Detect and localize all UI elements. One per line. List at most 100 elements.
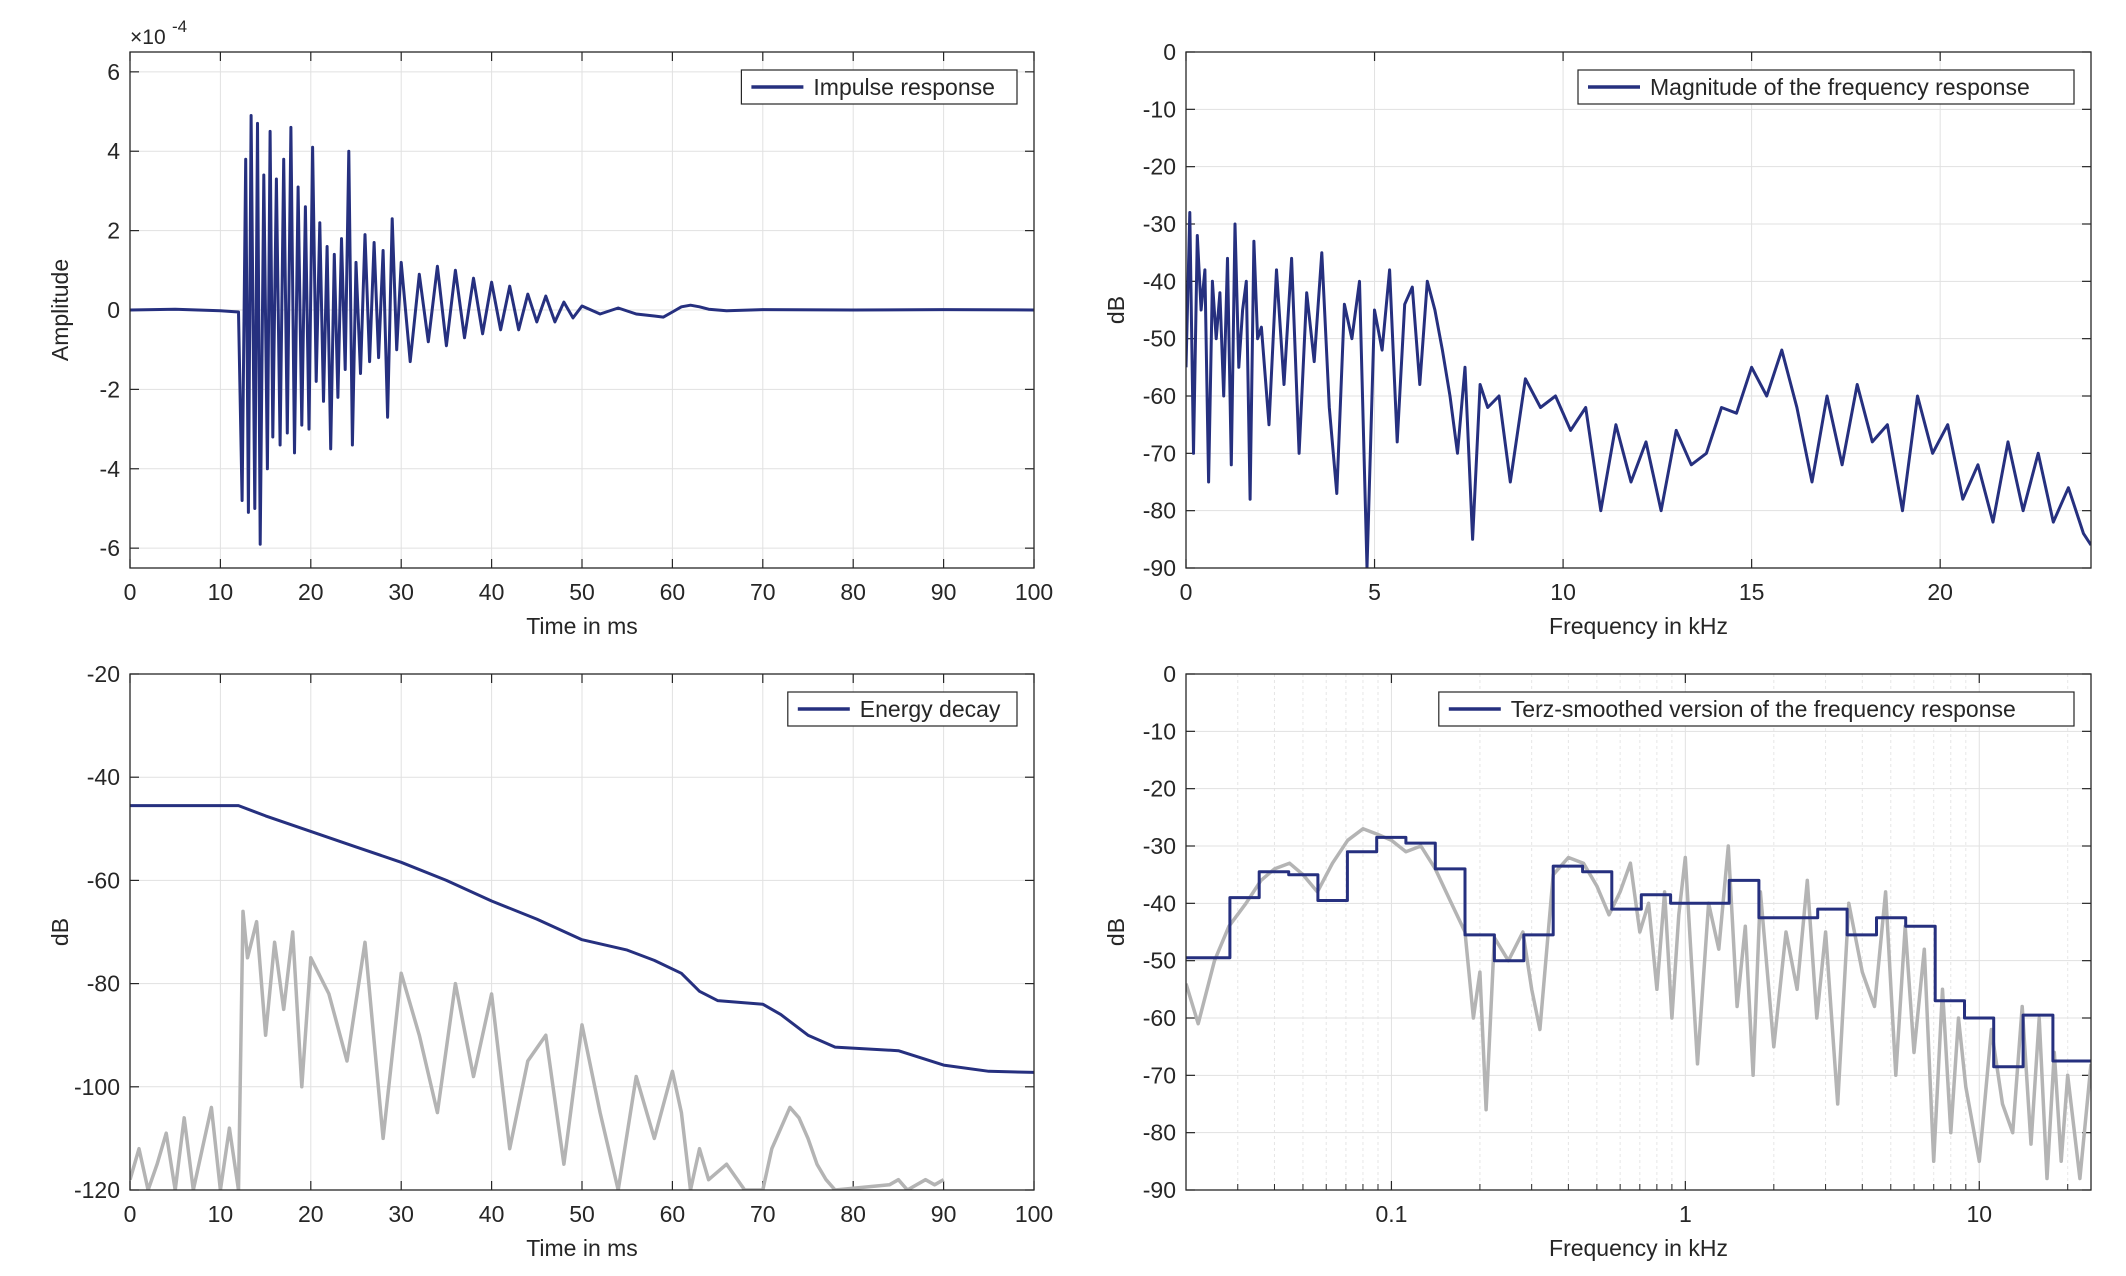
- y-tick-label: -10: [1143, 96, 1176, 122]
- legend: Impulse response: [740, 69, 1018, 105]
- x-tick-label: 10: [1966, 1201, 1992, 1227]
- x-tick-label: 100: [1015, 579, 1053, 605]
- y-tick-label: -20: [1143, 154, 1176, 180]
- x-axis-label: Frequency in kHz: [1549, 613, 1728, 639]
- y-tick-label: -40: [87, 764, 120, 790]
- y-tick-label: 4: [107, 138, 120, 164]
- y-tick-label: -60: [1143, 1005, 1176, 1031]
- legend-label: Energy decay: [860, 696, 1001, 722]
- x-tick-label: 30: [388, 579, 414, 605]
- y-tick-label: -50: [1143, 948, 1176, 974]
- y-tick-label: 0: [107, 297, 120, 323]
- axes-frame: [129, 673, 1035, 1191]
- y-tick-label: -40: [1143, 268, 1176, 294]
- x-tick-label: 10: [208, 579, 234, 605]
- x-tick-label: 30: [388, 1201, 414, 1227]
- x-tick-label: 0.1: [1375, 1201, 1407, 1227]
- series-group: [130, 114, 1034, 546]
- x-tick-label: 50: [569, 579, 595, 605]
- y-tick-label: 0: [1163, 39, 1176, 65]
- axes-frame: [1185, 51, 2092, 569]
- y-tick-label: -60: [1143, 383, 1176, 409]
- y-tick-label: -70: [1143, 1062, 1176, 1088]
- axes-frame: [129, 51, 1035, 569]
- x-tick-label: 70: [750, 579, 776, 605]
- x-axis-label: Frequency in kHz: [1549, 1235, 1728, 1261]
- legend-box: [1577, 69, 2075, 105]
- y-tick-label: -4: [100, 456, 121, 482]
- plot-area: [1186, 52, 2091, 568]
- y-tick-label: -10: [1143, 718, 1176, 744]
- x-tick-label: 0: [124, 579, 137, 605]
- x-tick-label: 20: [1927, 579, 1953, 605]
- series-group: [130, 804, 1034, 1190]
- y-tick-label: -80: [1143, 498, 1176, 524]
- y-tick-label: -30: [1143, 833, 1176, 859]
- legend: Energy decay: [787, 691, 1018, 727]
- x-tick-label: 70: [750, 1201, 776, 1227]
- x-tick-label: 50: [569, 1201, 595, 1227]
- y-tick-label: -2: [100, 376, 120, 402]
- x-tick-label: 0: [124, 1201, 137, 1227]
- x-tick-label: 40: [479, 579, 505, 605]
- y-tick-label: -20: [87, 661, 120, 687]
- x-tick-label: 100: [1015, 1201, 1053, 1227]
- frequency-magnitude-plot: 0 5 10 15 20 0 -10 -20 -30 -40 -50 -60 -70 -80 -90 Freq…: [1103, 39, 2092, 639]
- y-tick-label: -6: [100, 535, 120, 561]
- legend-label: Impulse response: [813, 74, 995, 100]
- y-tick-label: -100: [74, 1074, 120, 1100]
- series-group: [1186, 211, 2091, 568]
- y-tick-label: -90: [1143, 555, 1176, 581]
- x-tick-label: 90: [931, 1201, 957, 1227]
- y-tick-label: -90: [1143, 1177, 1176, 1203]
- y-axis-label: dB: [47, 918, 73, 946]
- exponent-multiplier: ×10: [130, 26, 166, 49]
- legend-box: [1438, 691, 2075, 727]
- legend: Terz-smoothed version of the frequency r…: [1438, 691, 2075, 727]
- reference-line: [130, 909, 945, 1190]
- y-tick-label: -120: [74, 1177, 120, 1203]
- series-line: [1186, 835, 2091, 1069]
- y-tick-label: -70: [1143, 440, 1176, 466]
- y-tick-label: -40: [1143, 890, 1176, 916]
- x-tick-label: 20: [298, 1201, 324, 1227]
- y-tick-label: 0: [1163, 661, 1176, 687]
- terz-smoothed-plot: 0.1 1 10 0 -10 -20 -30 -40 -50 -60 -70 -80 -90 Freque…: [1103, 661, 2092, 1261]
- y-tick-label: -20: [1143, 776, 1176, 802]
- x-tick-label: 80: [840, 579, 866, 605]
- impulse-response-plot: 0 10 20 30 40 50 60 70 80 90 100 -6 -4 -2 0 2 4 6 Time in …: [47, 17, 1053, 639]
- x-tick-label: 1: [1679, 1201, 1692, 1227]
- y-tick-label: 6: [107, 59, 120, 85]
- y-tick-label: -30: [1143, 211, 1176, 237]
- y-tick-label: -80: [1143, 1120, 1176, 1146]
- y-axis-label: Amplitude: [47, 259, 73, 361]
- x-tick-label: 15: [1739, 579, 1765, 605]
- x-tick-label: 5: [1368, 579, 1381, 605]
- series-line: [130, 114, 1034, 546]
- y-tick-label: -80: [87, 971, 120, 997]
- x-tick-label: 90: [931, 579, 957, 605]
- x-tick-label: 60: [660, 579, 686, 605]
- legend-label: Terz-smoothed version of the frequency r…: [1511, 696, 2016, 722]
- x-axis-label: Time in ms: [526, 1235, 638, 1261]
- energy-decay-plot: 0 10 20 30 40 50 60 70 80 90 100 -20 -40 -60 -80 -100 -1…: [47, 661, 1053, 1261]
- x-tick-label: 20: [298, 579, 324, 605]
- x-tick-label: 10: [1550, 579, 1576, 605]
- y-tick-label: -60: [87, 867, 120, 893]
- y-axis-label: dB: [1103, 296, 1129, 324]
- x-tick-label: 40: [479, 1201, 505, 1227]
- y-tick-label: -50: [1143, 326, 1176, 352]
- exponent-power: -4: [172, 17, 187, 36]
- x-axis-label: Time in ms: [526, 613, 638, 639]
- y-axis-label: dB: [1103, 918, 1129, 946]
- x-tick-label: 60: [660, 1201, 686, 1227]
- series-group: [1186, 827, 2091, 1181]
- series-line: [1186, 211, 2091, 568]
- y-tick-label: 2: [107, 218, 120, 244]
- x-tick-label: 80: [840, 1201, 866, 1227]
- legend: Magnitude of the frequency response: [1577, 69, 2075, 105]
- x-tick-label: 0: [1180, 579, 1193, 605]
- series-line: [130, 804, 1034, 1074]
- axes-frame: [1185, 673, 2092, 1191]
